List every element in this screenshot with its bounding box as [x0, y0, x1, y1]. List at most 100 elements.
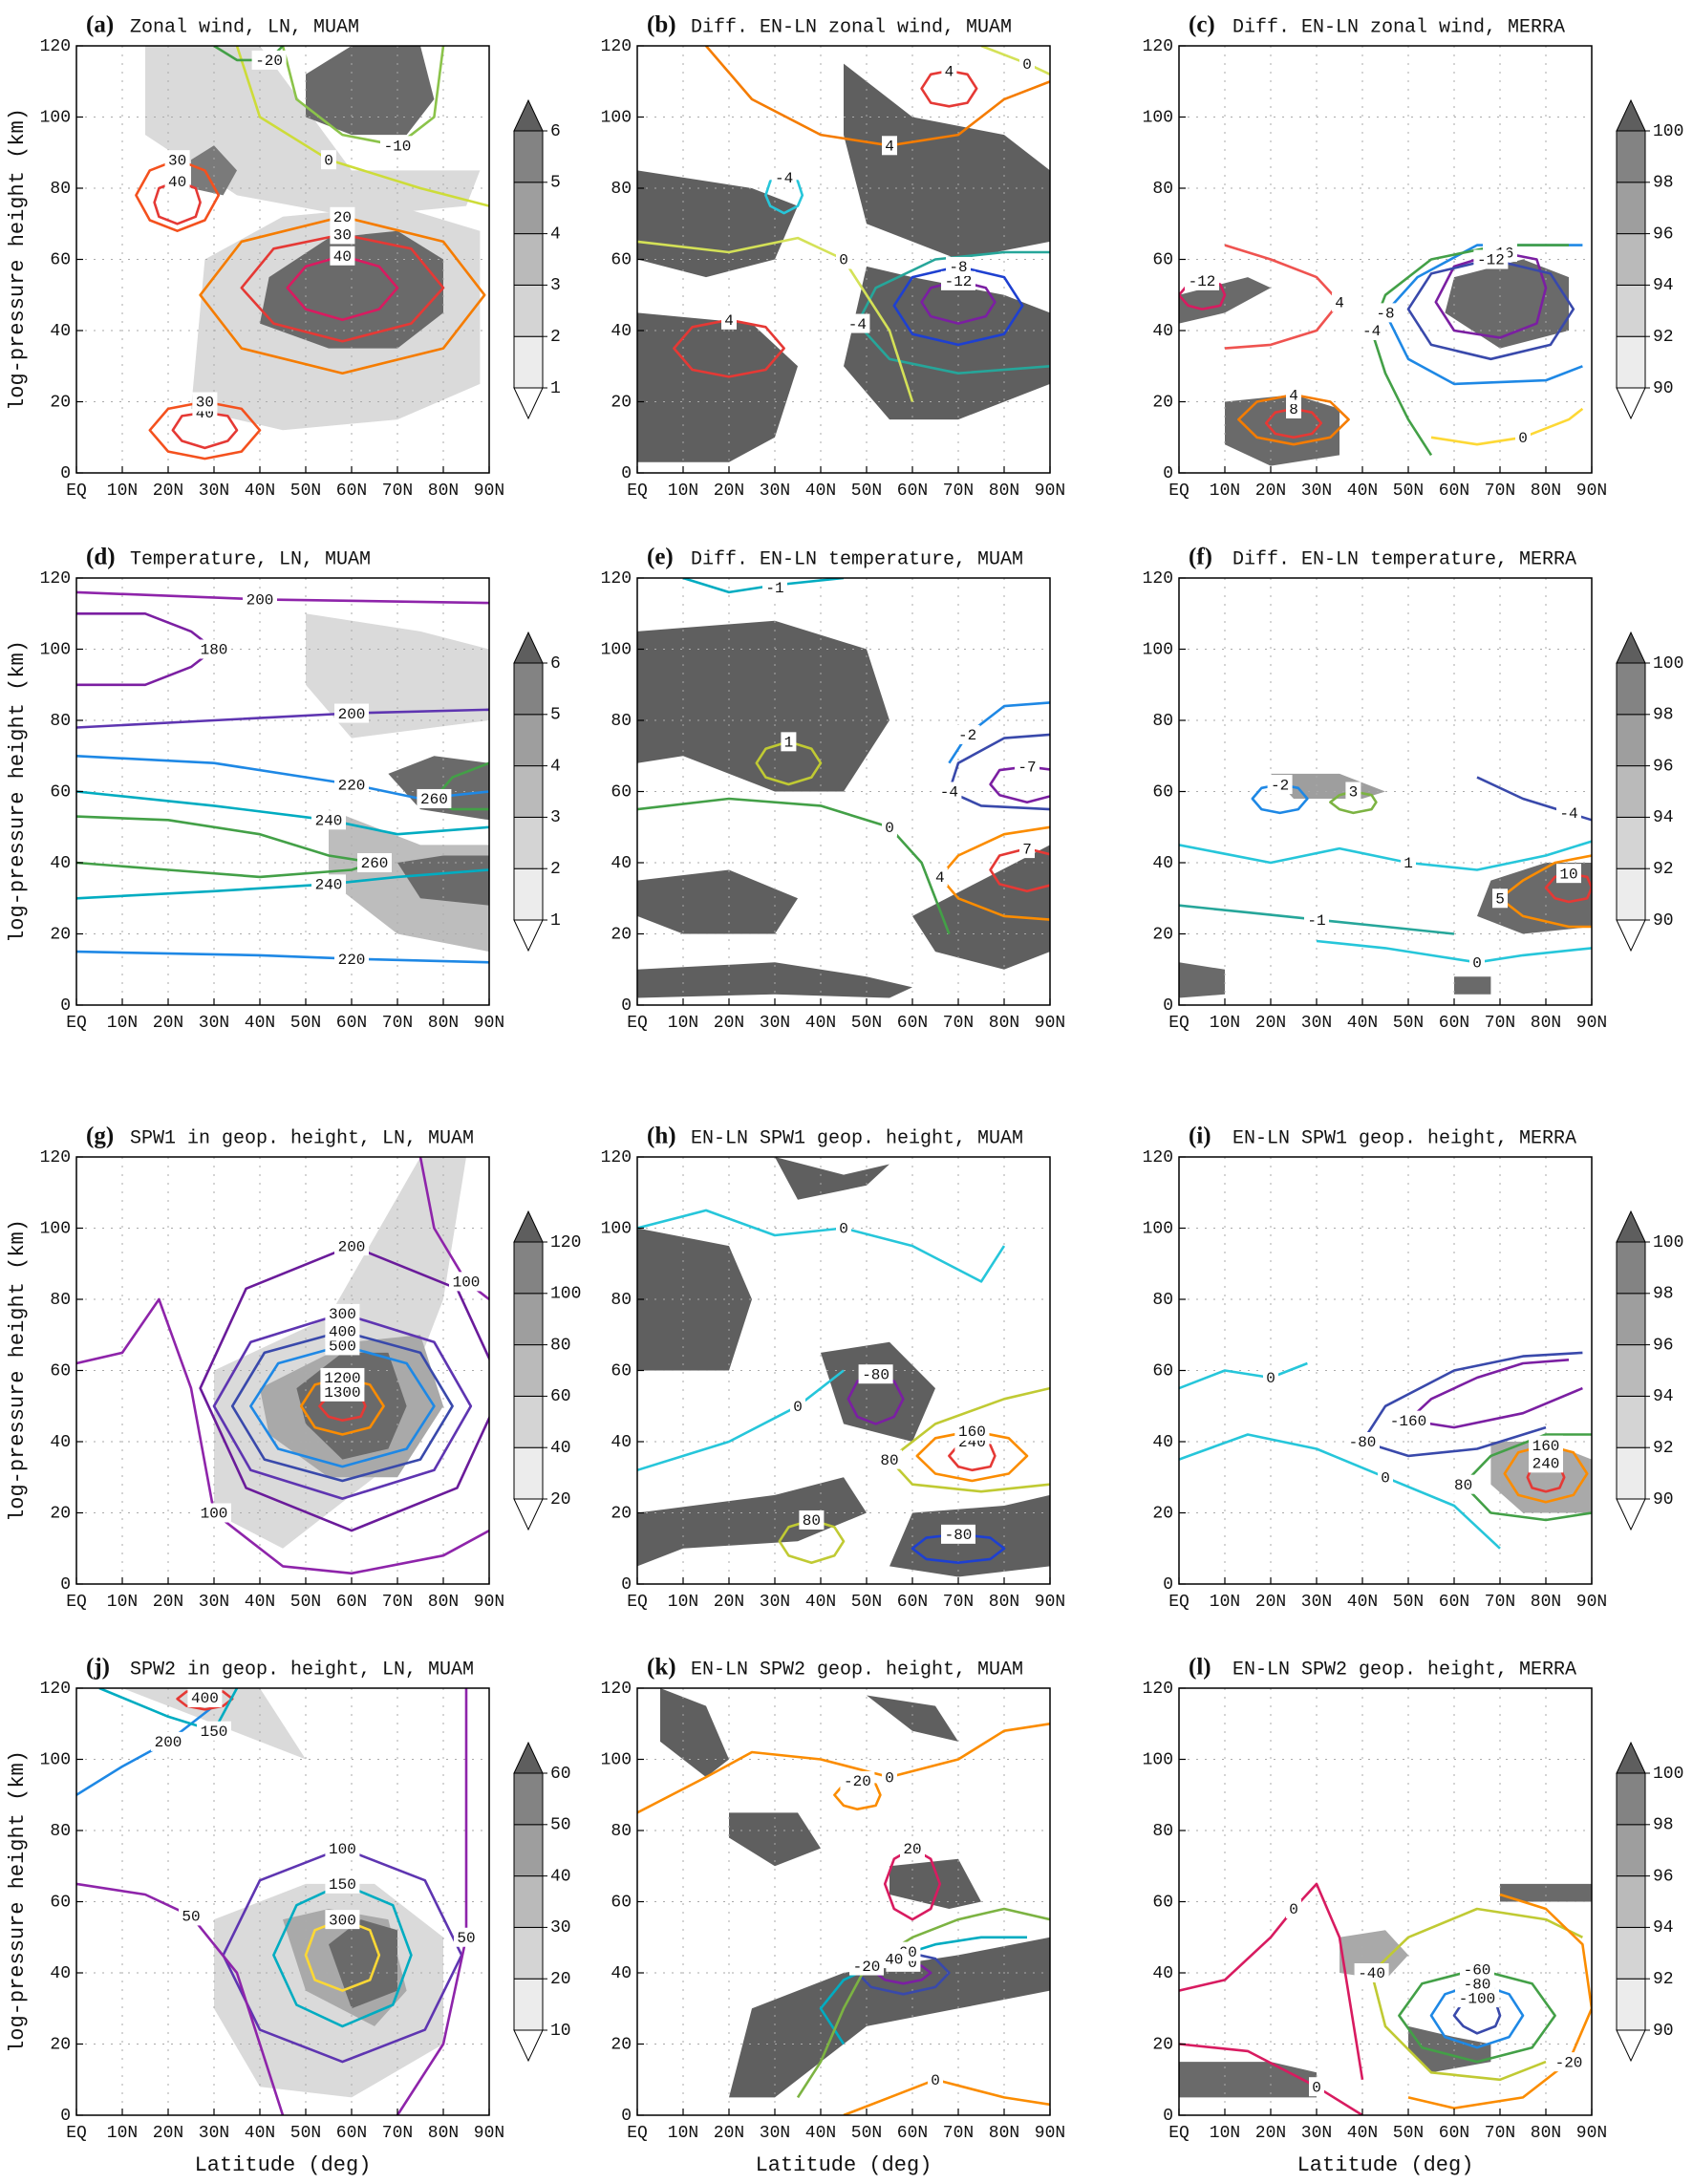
contour-label: 0 [324, 152, 333, 169]
colorbar-segment [1616, 130, 1646, 183]
contour-line [396, 1688, 468, 2115]
contour-label: 160 [1532, 1438, 1560, 1455]
significance-shading [1179, 277, 1271, 324]
colorbar-tick-label: 98 [1653, 1816, 1674, 1835]
significance-shading [821, 1341, 935, 1442]
panel-title: EN-LN SPW2 geop. height, MERRA [1232, 1659, 1576, 1681]
x-tick-label: 70N [382, 1014, 413, 1033]
x-tick-label: 90N [1035, 2124, 1065, 2143]
contour-label: 200 [155, 1734, 182, 1751]
x-tick-label: 70N [1485, 1014, 1515, 1033]
x-tick-label: EQ [1168, 482, 1189, 501]
contour-label-bg [197, 639, 231, 659]
colorbar-segment [513, 1978, 544, 2031]
colorbar-segment [1616, 1926, 1646, 1980]
colorbar-tick-label: 1 [550, 911, 561, 931]
contour-label: -1 [765, 580, 783, 597]
x-tick-label: 40N [805, 1593, 836, 1612]
significance-shading [306, 613, 489, 739]
colorbar-segment [1616, 284, 1646, 337]
contour-label: -60 [1464, 1961, 1491, 1979]
x-tick-label: 60N [897, 1014, 928, 1033]
contour-line [249, 1344, 436, 1468]
contour-label-bg [1354, 1963, 1389, 1982]
y-tick-label: 120 [601, 1680, 632, 1699]
x-tick-label: 70N [382, 1593, 413, 1612]
y-tick-label: 40 [611, 1964, 632, 1983]
panel-label: (b) [647, 12, 676, 38]
contour-label: 0 [1381, 1469, 1390, 1487]
contour-label: 220 [338, 952, 366, 969]
significance-shading [844, 63, 1050, 260]
contour-label: 1300 [324, 1384, 360, 1402]
x-tick-label: 60N [336, 1593, 367, 1612]
x-tick-label: 40N [245, 1593, 275, 1612]
x-tick-label: 80N [1531, 2124, 1561, 2143]
significance-shading [637, 170, 798, 278]
contour-label: 80 [803, 1512, 821, 1530]
contour-label-bg [325, 1303, 360, 1323]
plot-area: -100-80-60 -40 -20 0 0 [1179, 1688, 1592, 2115]
contour-line [778, 1518, 846, 1564]
contour-label-bg [1359, 321, 1384, 340]
x-tick-label: 90N [1576, 1014, 1607, 1033]
significance-shading [637, 312, 798, 462]
x-tick-label: 10N [1210, 1593, 1240, 1612]
contour-line [637, 236, 914, 402]
x-tick-label: 10N [668, 482, 698, 501]
panel-title: Diff. EN-LN zonal wind, MERRA [1232, 16, 1565, 38]
significance-shading [729, 1812, 821, 1867]
contour-line [673, 318, 785, 378]
y-tick-label: 20 [611, 2035, 632, 2054]
x-axis-label: Latitude (deg) [1297, 2153, 1474, 2177]
contour-label-bg [1529, 1453, 1563, 1473]
colorbar-tick-label: 90 [1653, 379, 1674, 398]
contour-line [911, 1532, 1006, 1564]
contour-label-bg [1492, 889, 1508, 909]
significance-shading [889, 1858, 981, 1909]
contour-label-bg [334, 1236, 369, 1256]
x-tick-label: 30N [1301, 1593, 1332, 1612]
y-tick-label: 120 [40, 1680, 71, 1699]
contour-line [980, 46, 1050, 75]
colorbar-segment [1616, 867, 1646, 921]
contour-label: 200 [338, 706, 366, 723]
contour-line [272, 1882, 413, 2028]
colorbar-end [513, 2029, 544, 2063]
contour-label-bg [1515, 427, 1531, 447]
colorbar-segment [513, 765, 544, 818]
plot-area: -7 -4 -2 7 4 1 0 -1 [637, 578, 1050, 1005]
x-tick-label: EQ [627, 1014, 648, 1033]
colorbar-segment [513, 1772, 544, 1826]
contour-line [240, 233, 445, 343]
contour-label: -160 [1390, 1413, 1426, 1430]
panel-title: Zonal wind, LN, MUAM [130, 16, 359, 38]
x-tick-label: 40N [1347, 1593, 1378, 1612]
contour-label: -4 [1559, 805, 1577, 823]
panel-title: Temperature, LN, MUAM [130, 548, 371, 570]
colorbar-segment [513, 1926, 544, 1980]
x-axis-label: Latitude (deg) [756, 2153, 932, 2177]
significance-shading [329, 1919, 397, 2009]
significance-shading [260, 230, 443, 349]
x-tick-label: 30N [199, 1014, 229, 1033]
x-tick-label: 10N [668, 2124, 698, 2143]
contour-line [637, 1369, 845, 1472]
contour-label: -2 [958, 727, 976, 744]
contour-label: 0 [1518, 430, 1528, 447]
y-tick-label: 120 [601, 1148, 632, 1167]
contour-label: -1 [1307, 912, 1325, 930]
contour-label: -12 [1477, 252, 1505, 269]
contour-line [199, 215, 486, 375]
y-tick-label: 60 [611, 782, 632, 802]
panel-label: (c) [1189, 12, 1215, 38]
x-tick-label: 60N [1439, 2124, 1469, 2143]
contour-label: 0 [885, 1769, 894, 1787]
contour-label-bg [325, 1910, 360, 1930]
contour-label-bg [311, 810, 346, 830]
contour-line [76, 708, 489, 729]
x-tick-label: 40N [1347, 2124, 1378, 2143]
colorbar-end [1616, 1498, 1646, 1531]
contour-label: 5 [1495, 890, 1505, 908]
